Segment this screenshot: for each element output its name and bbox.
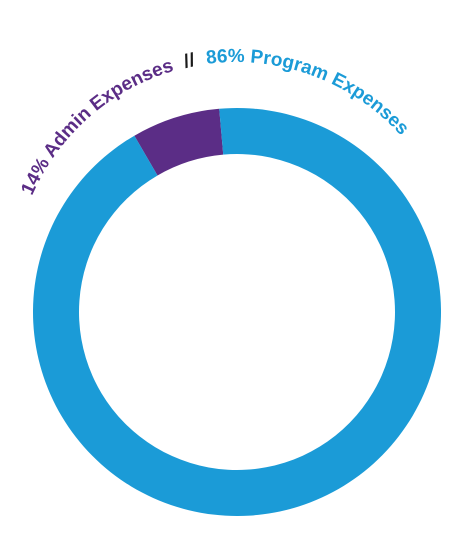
donut-slice-admin-expenses [134, 108, 224, 176]
donut-slices [32, 108, 442, 517]
donut-slice-program-expenses [32, 108, 442, 517]
label-separator: // [182, 50, 197, 73]
